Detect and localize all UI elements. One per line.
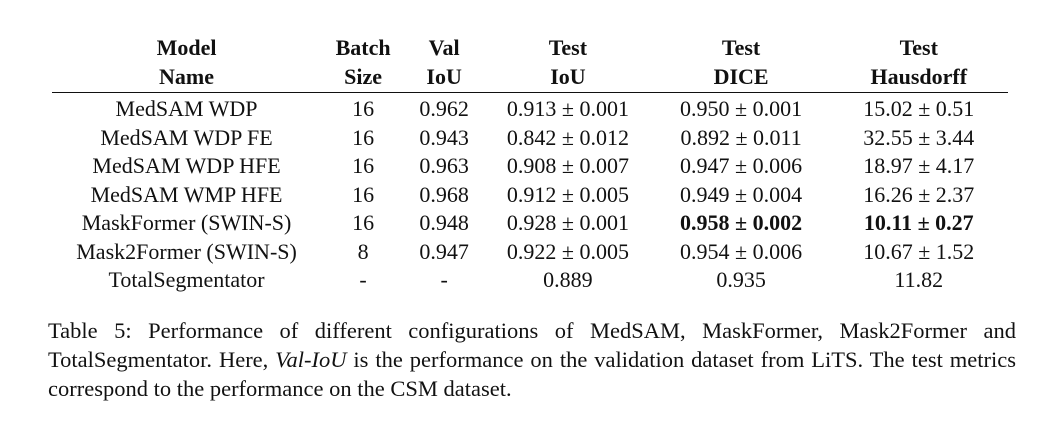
cell-test-iou: 0.913 ± 0.001	[506, 96, 629, 121]
cell-model: Mask2Former (SWIN-S)	[76, 238, 297, 264]
cell-test-hausdorff: 16.26 ± 2.37	[863, 181, 975, 207]
cell-test-iou: 0.908 ± 0.007	[506, 153, 629, 178]
header-row-line2: Name Size IoU IoU DICE Hausdorff	[52, 63, 1008, 93]
table-row: MedSAM WDP 16 0.962 0.913 ± 0.001 0.950 …	[52, 93, 1008, 124]
cell-val-iou: 0.947	[419, 238, 469, 264]
header-model-line1: Model	[156, 35, 217, 60]
header-model-line2: Name	[52, 63, 322, 93]
table-caption: Table 5: Performance of different config…	[48, 316, 1016, 403]
caption-emphasis: Val-IoU	[275, 347, 347, 372]
table-row: MaskFormer (SWIN-S) 16 0.948 0.928 ± 0.0…	[52, 209, 1008, 238]
cell-model: MaskFormer (SWIN-S)	[81, 210, 292, 235]
cell-batch: 16	[352, 181, 375, 207]
header-test-dice-line1: Test	[721, 35, 761, 60]
cell-val-iou: 0.948	[419, 210, 469, 235]
caption-text-before: Performance of different configurations …	[48, 318, 1016, 372]
cell-val-iou: 0.968	[419, 181, 469, 207]
cell-batch: 8	[357, 238, 369, 264]
cell-val-iou: 0.943	[419, 124, 469, 150]
table-row: TotalSegmentator - - 0.889 0.935 11.82	[52, 266, 1008, 295]
cell-val-iou: 0.963	[419, 153, 469, 178]
results-table-container: Model Batch Val Test Test Test Name Size…	[52, 34, 1008, 295]
table-row: MedSAM WMP HFE 16 0.968 0.912 ± 0.005 0.…	[52, 181, 1008, 210]
table-body: MedSAM WDP 16 0.962 0.913 ± 0.001 0.950 …	[52, 93, 1008, 295]
cell-test-iou: 0.928 ± 0.001	[506, 210, 629, 235]
header-batch-line1: Batch	[335, 35, 391, 60]
header-test-dice-line2: DICE	[652, 63, 830, 93]
cell-test-dice: 0.949 ± 0.004	[680, 181, 803, 207]
cell-batch: 16	[352, 210, 375, 235]
header-batch-line2: Size	[321, 63, 406, 93]
cell-test-dice: 0.954 ± 0.006	[680, 238, 803, 264]
header-test-iou-line1: Test	[548, 35, 588, 60]
header-test-iou-line2: IoU	[483, 63, 653, 93]
cell-test-iou: 0.912 ± 0.005	[506, 181, 629, 207]
table-row: Mask2Former (SWIN-S) 8 0.947 0.922 ± 0.0…	[52, 238, 1008, 267]
cell-batch: 16	[352, 153, 375, 178]
header-val-line1: Val	[428, 35, 460, 60]
cell-test-dice: 0.950 ± 0.001	[680, 96, 803, 121]
header-test-hausdorff-line1: Test	[899, 35, 938, 60]
cell-test-iou: 0.922 ± 0.005	[506, 238, 629, 264]
results-table: Model Batch Val Test Test Test Name Size…	[52, 34, 1008, 295]
cell-test-hausdorff-best: 10.11 ± 0.27	[863, 210, 974, 235]
cell-batch: 16	[352, 124, 375, 150]
cell-test-hausdorff: 18.97 ± 4.17	[863, 153, 975, 178]
cell-batch: 16	[352, 96, 375, 121]
cell-batch: -	[359, 267, 367, 292]
cell-test-dice-best: 0.958 ± 0.002	[680, 210, 803, 235]
header-test-hausdorff-line2: Hausdorff	[829, 63, 1008, 93]
header-val-line2: IoU	[405, 63, 484, 93]
table-header: Model Batch Val Test Test Test Name Size…	[52, 34, 1008, 93]
cell-test-hausdorff: 15.02 ± 0.51	[863, 96, 975, 121]
header-row-line1: Model Batch Val Test Test Test	[52, 34, 1008, 63]
cell-test-iou: 0.842 ± 0.012	[506, 124, 629, 150]
cell-test-hausdorff: 32.55 ± 3.44	[863, 124, 975, 150]
cell-test-dice: 0.892 ± 0.011	[680, 124, 802, 150]
cell-val-iou: 0.962	[419, 96, 469, 121]
cell-model: TotalSegmentator	[108, 267, 265, 292]
cell-test-dice: 0.947 ± 0.006	[680, 153, 803, 178]
cell-test-dice: 0.935	[716, 267, 766, 292]
cell-model: MedSAM WDP FE	[100, 124, 273, 150]
table-row: MedSAM WDP FE 16 0.943 0.842 ± 0.012 0.8…	[52, 124, 1008, 153]
cell-test-hausdorff: 10.67 ± 1.52	[863, 238, 975, 264]
caption-label: Table 5:	[48, 318, 132, 343]
table-row: MedSAM WDP HFE 16 0.963 0.908 ± 0.007 0.…	[52, 152, 1008, 181]
caption-text-after: is the performance on the validation dat…	[48, 347, 1016, 401]
cell-test-hausdorff: 11.82	[894, 267, 944, 292]
cell-model: MedSAM WDP HFE	[92, 153, 281, 178]
cell-model: MedSAM WMP HFE	[90, 181, 283, 207]
cell-model: MedSAM WDP	[115, 96, 258, 121]
cell-test-iou: 0.889	[543, 267, 593, 292]
cell-val-iou: -	[440, 267, 448, 292]
